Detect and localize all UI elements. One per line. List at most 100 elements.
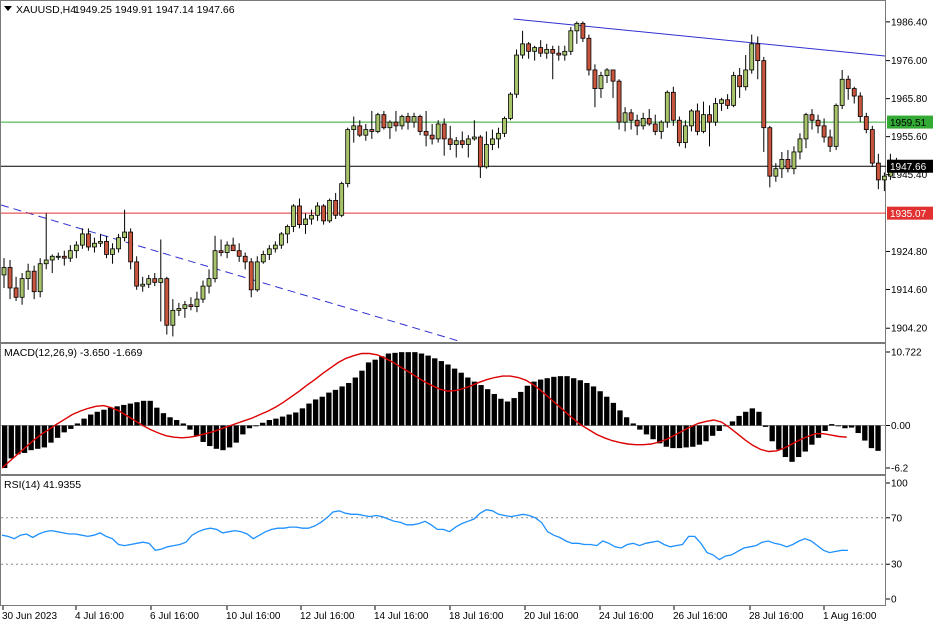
- macd-pane-frame: [0, 343, 886, 475]
- candle: [719, 97, 724, 111]
- candle: [212, 235, 218, 283]
- macd-bar: [663, 425, 669, 447]
- candle: [188, 297, 194, 311]
- macd-bar: [379, 356, 385, 426]
- candle: [652, 114, 658, 136]
- symbol-label: XAUUSD,H4: [16, 4, 76, 16]
- time-tick-label: 28 Jul 16:00: [749, 611, 804, 622]
- candle: [863, 112, 869, 134]
- candle: [779, 151, 785, 179]
- macd-bar: [385, 353, 392, 426]
- macd-bar: [147, 400, 153, 426]
- candle: [363, 123, 369, 141]
- price-tick-label: 1924.80: [891, 247, 928, 258]
- macd-bar: [398, 352, 405, 426]
- candle: [689, 109, 694, 132]
- macd-bar: [557, 376, 564, 426]
- macd-bar: [319, 396, 325, 426]
- candle: [520, 30, 525, 59]
- macd-bar: [160, 413, 167, 426]
- candle: [285, 224, 290, 244]
- time-tick-label: 12 Jul 16:00: [300, 611, 355, 622]
- macd-signal-line: [1, 352, 847, 469]
- resistance-price-tag: 1959.51: [887, 115, 933, 129]
- macd-bar: [352, 377, 358, 426]
- candle: [815, 114, 821, 134]
- macd-bar: [266, 420, 272, 426]
- macd-bar: [154, 407, 160, 426]
- candle: [266, 245, 272, 261]
- macd-bar: [842, 425, 848, 429]
- candle: [755, 36, 761, 80]
- price-pane[interactable]: [0, 18, 899, 343]
- candle: [43, 213, 49, 270]
- macd-bar: [365, 362, 372, 426]
- candle: [369, 110, 375, 139]
- macd-bar: [346, 382, 352, 426]
- macd-pane[interactable]: [1, 352, 886, 469]
- macd-bar: [630, 423, 636, 426]
- candle: [67, 245, 73, 262]
- svg-text:1947.66: 1947.66: [890, 162, 927, 173]
- macd-bar: [220, 425, 226, 451]
- macd-bar: [537, 379, 544, 426]
- time-tick-label: 10 Jul 16:00: [226, 611, 281, 622]
- candle: [387, 120, 393, 139]
- time-tick-label: 24 Jul 16:00: [599, 611, 654, 622]
- candle: [821, 118, 827, 143]
- symbol-header: XAUUSD,H4 1949.25 1949.91 1947.14 1947.6…: [4, 4, 235, 16]
- macd-bar: [180, 423, 186, 426]
- candle: [321, 204, 326, 225]
- rsi-scale-label: 70: [891, 513, 903, 524]
- macd-bar: [604, 396, 610, 426]
- macd-bar: [584, 382, 590, 426]
- candle: [31, 265, 37, 300]
- candle: [429, 123, 435, 145]
- macd-bar: [776, 425, 782, 450]
- macd-bar: [571, 378, 577, 426]
- candle: [682, 120, 688, 149]
- macd-bar: [690, 425, 696, 447]
- candle: [260, 250, 266, 264]
- macd-bar: [207, 425, 213, 447]
- macd-bar: [246, 425, 253, 429]
- macd-bar: [28, 425, 34, 451]
- rsi-pane[interactable]: [1, 509, 886, 565]
- price-tick-label: 1914.60: [891, 285, 928, 296]
- macd-bar: [465, 377, 471, 426]
- candle: [79, 228, 85, 249]
- macd-bar: [167, 417, 173, 426]
- candle: [182, 301, 188, 318]
- candle: [580, 21, 586, 42]
- time-tick-label: 4 Jul 16:00: [75, 611, 124, 622]
- macd-scale-label: 0.00: [891, 421, 911, 432]
- candle: [851, 86, 857, 104]
- candle: [701, 101, 706, 134]
- candle: [134, 256, 140, 290]
- macd-bar: [94, 411, 100, 426]
- macd-bar: [273, 418, 279, 426]
- time-tick-label: 18 Jul 16:00: [449, 611, 504, 622]
- support-trendline-dashed[interactable]: [0, 204, 463, 343]
- macd-bar: [458, 372, 464, 426]
- candle: [598, 71, 604, 98]
- macd-bar: [564, 376, 570, 426]
- candle: [845, 75, 851, 100]
- time-tick-label: 20 Jul 16:00: [524, 611, 579, 622]
- macd-bar: [590, 386, 597, 426]
- candle: [441, 118, 447, 156]
- current-price-tag: 1947.66: [887, 159, 933, 173]
- candle: [61, 250, 67, 266]
- candle: [875, 153, 881, 190]
- candle: [224, 241, 230, 259]
- candle: [248, 258, 254, 298]
- candle: [375, 112, 381, 134]
- macd-bar: [240, 425, 246, 435]
- candle: [291, 204, 296, 233]
- candle: [785, 150, 791, 173]
- macd-bar: [61, 425, 67, 433]
- macd-bar: [597, 391, 603, 426]
- rsi-scale-label: 30: [891, 560, 903, 571]
- macd-bar: [107, 407, 114, 426]
